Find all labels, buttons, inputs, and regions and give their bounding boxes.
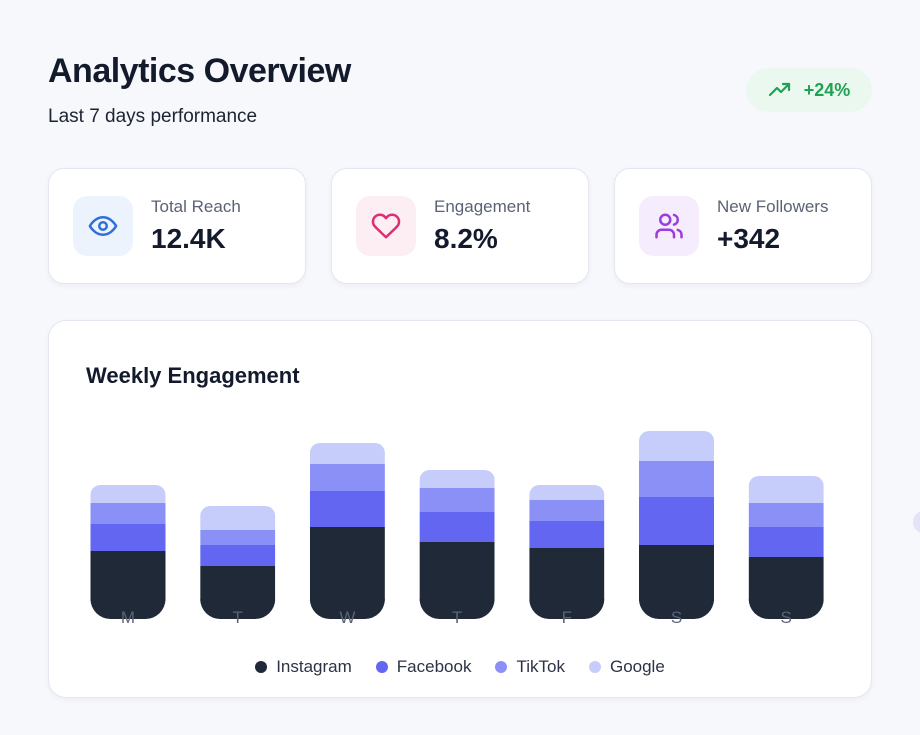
stat-label: Total Reach: [151, 197, 241, 216]
x-tick-label-0: M: [121, 608, 135, 627]
bar-group-3: [419, 470, 495, 619]
legend-swatch: [495, 661, 508, 673]
heart-icon: [371, 213, 401, 239]
trend-value: +24%: [803, 79, 851, 100]
bar-segment-tiktok-2: [309, 464, 385, 491]
bar-group-5: [639, 431, 714, 619]
x-tick-label-4: F: [562, 608, 572, 627]
bar-segment-google-3: [419, 470, 495, 488]
trending-up-icon: [768, 82, 790, 97]
x-tick-label-2: W: [339, 608, 355, 627]
bar-segment-instagram-1: [200, 566, 276, 601]
bar-group-6: [748, 476, 824, 619]
bar-base-cap-5: [639, 599, 714, 619]
bar-segment-tiktok-0: [90, 503, 166, 524]
users-icon: [655, 213, 683, 239]
bar-segment-facebook-6: [748, 527, 824, 557]
weekly-engagement-card: Weekly Engagement M T W T F S S Instagram Face…: [48, 320, 872, 698]
x-tick-label-6: S: [781, 608, 792, 627]
bar-segment-instagram-3: [419, 542, 495, 601]
bar-base-cap-6: [748, 599, 824, 619]
chart-legend: Instagram Facebook TikTok Google: [49, 657, 871, 677]
bar-segment-tiktok-5: [639, 461, 714, 497]
bar-segment-instagram-6: [748, 557, 824, 601]
bar-group-2: [309, 443, 385, 619]
bar-segment-instagram-4: [529, 548, 605, 601]
bar-segment-tiktok-6: [748, 503, 824, 527]
bar-base-cap-4: [529, 599, 605, 619]
stat-card-new-followers: New Followers +342: [614, 168, 872, 284]
x-tick-label-5: S: [671, 608, 682, 627]
legend-label: Facebook: [396, 657, 472, 676]
bar-segment-instagram-5: [639, 545, 714, 601]
stat-card-total-reach: Total Reach 12.4K: [48, 168, 306, 284]
page-subtitle: Last 7 days performance: [48, 106, 258, 127]
bar-segment-facebook-0: [90, 524, 166, 551]
bar-segment-google-1: [200, 506, 276, 530]
bar-segment-facebook-1: [200, 545, 276, 566]
bar-segment-tiktok-4: [529, 500, 605, 521]
heart-icon-tile: [356, 196, 416, 256]
legend-item-google: Google: [588, 657, 665, 677]
users-icon-tile: [639, 196, 699, 256]
legend-item-facebook: Facebook: [375, 657, 472, 677]
bar-segment-instagram-2: [309, 527, 385, 601]
stat-value: 12.4K: [151, 223, 226, 254]
stat-value: 8.2%: [434, 223, 498, 254]
bar-base-cap-0: [90, 599, 166, 619]
legend-label: TikTok: [516, 657, 565, 676]
bar-group-0: [90, 485, 166, 619]
trend-badge: +24%: [746, 68, 872, 112]
eye-icon: [88, 216, 118, 236]
legend-item-instagram: Instagram: [255, 657, 352, 677]
eye-icon-tile: [73, 196, 133, 256]
legend-swatch: [588, 661, 601, 673]
stat-label: Engagement: [434, 197, 531, 216]
legend-swatch: [375, 661, 388, 673]
bar-segment-instagram-0: [90, 551, 166, 601]
bar-segment-facebook-5: [639, 497, 714, 545]
x-tick-label-3: T: [452, 608, 462, 627]
legend-swatch: [255, 661, 268, 673]
chart-title: Weekly Engagement: [86, 363, 300, 388]
page-title: Analytics Overview: [48, 52, 351, 90]
bar-segment-google-0: [90, 485, 166, 503]
bar-segment-facebook-3: [419, 512, 495, 542]
scroll-indicator-dot: [913, 511, 920, 533]
bar-base-cap-3: [419, 599, 495, 619]
bar-segment-google-6: [748, 476, 824, 503]
legend-label: Google: [609, 657, 665, 676]
x-tick-label-1: T: [233, 608, 243, 627]
bar-group-4: [529, 485, 605, 619]
stat-card-engagement: Engagement 8.2%: [331, 168, 589, 284]
bar-segment-google-4: [529, 485, 605, 500]
bar-base-cap-2: [309, 599, 385, 619]
legend-label: Instagram: [276, 657, 352, 676]
bar-group-1: [200, 506, 276, 619]
bar-segment-tiktok-1: [200, 530, 276, 545]
legend-item-tiktok: TikTok: [495, 657, 565, 677]
stat-value: +342: [717, 223, 781, 254]
bar-segment-google-5: [639, 431, 714, 461]
bar-segment-tiktok-3: [419, 488, 495, 512]
bar-base-cap-1: [200, 599, 276, 619]
stat-label: New Followers: [717, 197, 829, 216]
bar-segment-facebook-4: [529, 521, 605, 548]
bar-segment-google-2: [309, 443, 385, 464]
bar-segment-facebook-2: [309, 491, 385, 527]
